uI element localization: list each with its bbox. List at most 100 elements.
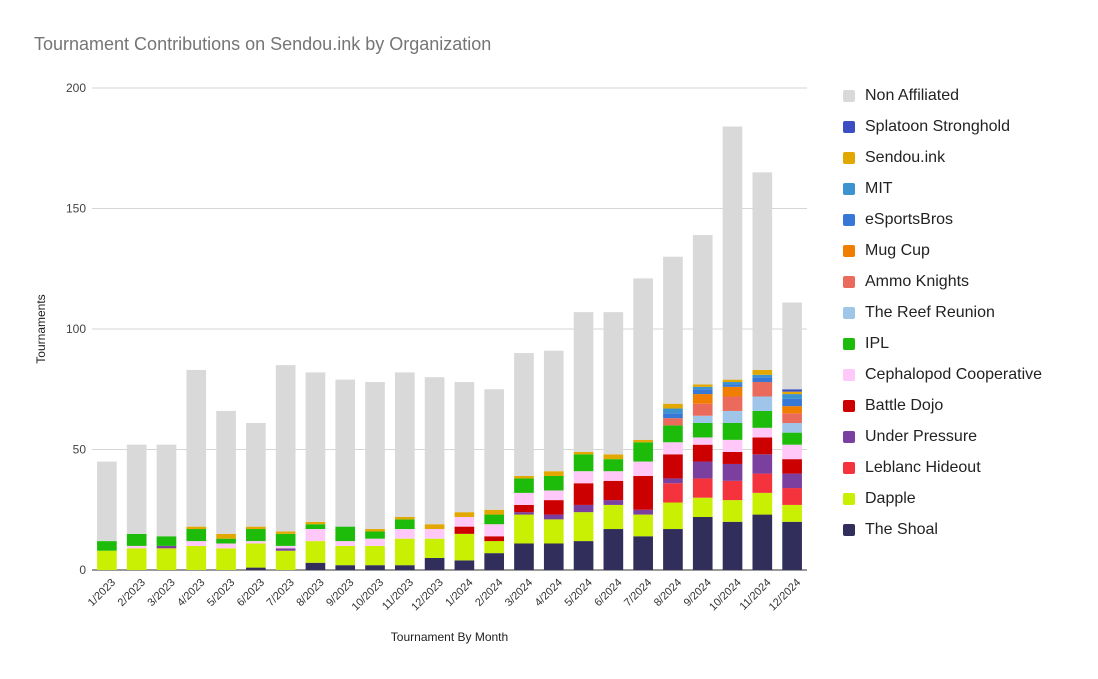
bar-segment bbox=[156, 545, 177, 549]
bar-segment bbox=[216, 543, 236, 549]
bar-segment bbox=[126, 444, 147, 534]
bar-segment bbox=[692, 437, 713, 445]
bar-segment bbox=[663, 413, 683, 419]
bar-segment bbox=[484, 514, 505, 525]
bar-segment bbox=[246, 567, 266, 570]
bar-segment bbox=[156, 536, 177, 546]
bar-segment bbox=[126, 548, 147, 570]
bar-segment bbox=[156, 548, 177, 570]
bar-segment bbox=[692, 422, 713, 438]
y-tick-label: 100 bbox=[66, 322, 86, 336]
legend-item: The Shoal bbox=[843, 514, 1042, 545]
bar-segment bbox=[365, 382, 385, 530]
bar-segment bbox=[543, 519, 564, 544]
x-tick-label: 5/2023 bbox=[205, 577, 237, 609]
bar-segment bbox=[335, 541, 356, 546]
bar-segment bbox=[335, 565, 356, 570]
bar-segment bbox=[543, 476, 564, 491]
bar-segment bbox=[603, 459, 624, 472]
bar-segment bbox=[633, 514, 653, 537]
y-tick-label: 200 bbox=[66, 81, 86, 95]
bar-segment bbox=[782, 406, 802, 414]
bar-segment bbox=[603, 500, 624, 505]
x-tick-label: 4/2023 bbox=[175, 577, 207, 609]
x-tick-label: 6/2023 bbox=[235, 577, 267, 609]
x-tick-label: 2/2024 bbox=[473, 577, 505, 609]
bar-segment bbox=[365, 531, 385, 539]
bar-segment bbox=[752, 514, 773, 570]
bar-segment bbox=[782, 459, 802, 474]
bar-segment bbox=[573, 451, 594, 455]
x-tick-label: 1/2023 bbox=[86, 577, 118, 609]
x-tick-label: 7/2024 bbox=[622, 577, 654, 609]
bar-segment bbox=[394, 372, 415, 517]
bar-segment bbox=[454, 516, 475, 527]
bar-segment bbox=[752, 374, 773, 378]
legend-item: Under Pressure bbox=[843, 421, 1042, 452]
legend-label: eSportsBros bbox=[865, 210, 954, 228]
bar-segment bbox=[663, 408, 683, 414]
bar-segment bbox=[722, 382, 743, 385]
legend-item: Leblanc Hideout bbox=[843, 452, 1042, 483]
legend-item: Dapple bbox=[843, 483, 1042, 514]
legend-item: Non Affiliated bbox=[843, 80, 1042, 111]
bar-segment bbox=[603, 504, 624, 530]
bar-segment bbox=[484, 536, 505, 542]
bar-segment bbox=[126, 545, 147, 549]
legend-label: Dapple bbox=[865, 489, 916, 507]
bar-segment bbox=[335, 379, 356, 527]
legend-swatch bbox=[843, 492, 855, 505]
bar-segment bbox=[246, 529, 266, 542]
legend-label: Battle Dojo bbox=[865, 396, 944, 414]
bar-segment bbox=[484, 389, 505, 510]
bar-segment bbox=[514, 543, 534, 570]
bar-segment bbox=[692, 415, 713, 423]
bar-segment bbox=[722, 521, 743, 570]
legend-label: The Reef Reunion bbox=[865, 303, 995, 321]
bar-segment bbox=[514, 504, 534, 513]
bar-segment bbox=[603, 454, 624, 460]
bar-segment bbox=[275, 531, 296, 534]
bar-segment bbox=[216, 533, 236, 539]
bar-segment bbox=[305, 562, 326, 570]
bar-segment bbox=[722, 379, 743, 383]
legend-label: Under Pressure bbox=[865, 427, 978, 445]
legend-item: Cephalopod Cooperative bbox=[843, 359, 1042, 390]
bar-segment bbox=[692, 497, 713, 517]
bar-segment bbox=[543, 350, 564, 472]
bar-segment bbox=[424, 377, 445, 525]
x-tick-label: 12/2023 bbox=[409, 577, 446, 614]
bar-segment bbox=[454, 533, 475, 561]
bar-segment bbox=[722, 384, 743, 387]
bar-segment bbox=[722, 396, 743, 411]
bar-segment bbox=[752, 492, 773, 515]
bar-segment bbox=[305, 529, 326, 542]
bar-segment bbox=[514, 514, 534, 544]
legend-item: Sendou.ink bbox=[843, 142, 1042, 173]
bar-segment bbox=[722, 410, 743, 423]
y-axis-title: Tournaments bbox=[34, 294, 48, 363]
bar-segment bbox=[722, 422, 743, 440]
bar-segment bbox=[692, 386, 713, 390]
bar-segment bbox=[722, 500, 743, 522]
bar-segment bbox=[692, 403, 713, 416]
bar-segment bbox=[275, 365, 296, 532]
legend-swatch bbox=[843, 306, 855, 319]
bar-segment bbox=[543, 514, 564, 520]
legend-swatch bbox=[843, 213, 855, 226]
bar-segment bbox=[782, 398, 802, 407]
bar-segment bbox=[752, 369, 773, 375]
bar-segment bbox=[782, 391, 802, 395]
bar-segment bbox=[663, 425, 683, 443]
bar-segment bbox=[246, 422, 266, 527]
bar-segment bbox=[275, 545, 296, 549]
x-tick-label: 6/2024 bbox=[592, 577, 624, 609]
bar-segment bbox=[752, 377, 773, 383]
legend-swatch bbox=[843, 461, 855, 474]
bar-segment bbox=[275, 550, 296, 570]
x-tick-label: 8/2023 bbox=[294, 577, 326, 609]
bar-segment bbox=[246, 543, 266, 568]
bar-segment bbox=[752, 427, 773, 438]
x-tick-label: 1/2024 bbox=[443, 577, 475, 609]
bar-segment bbox=[514, 512, 534, 515]
